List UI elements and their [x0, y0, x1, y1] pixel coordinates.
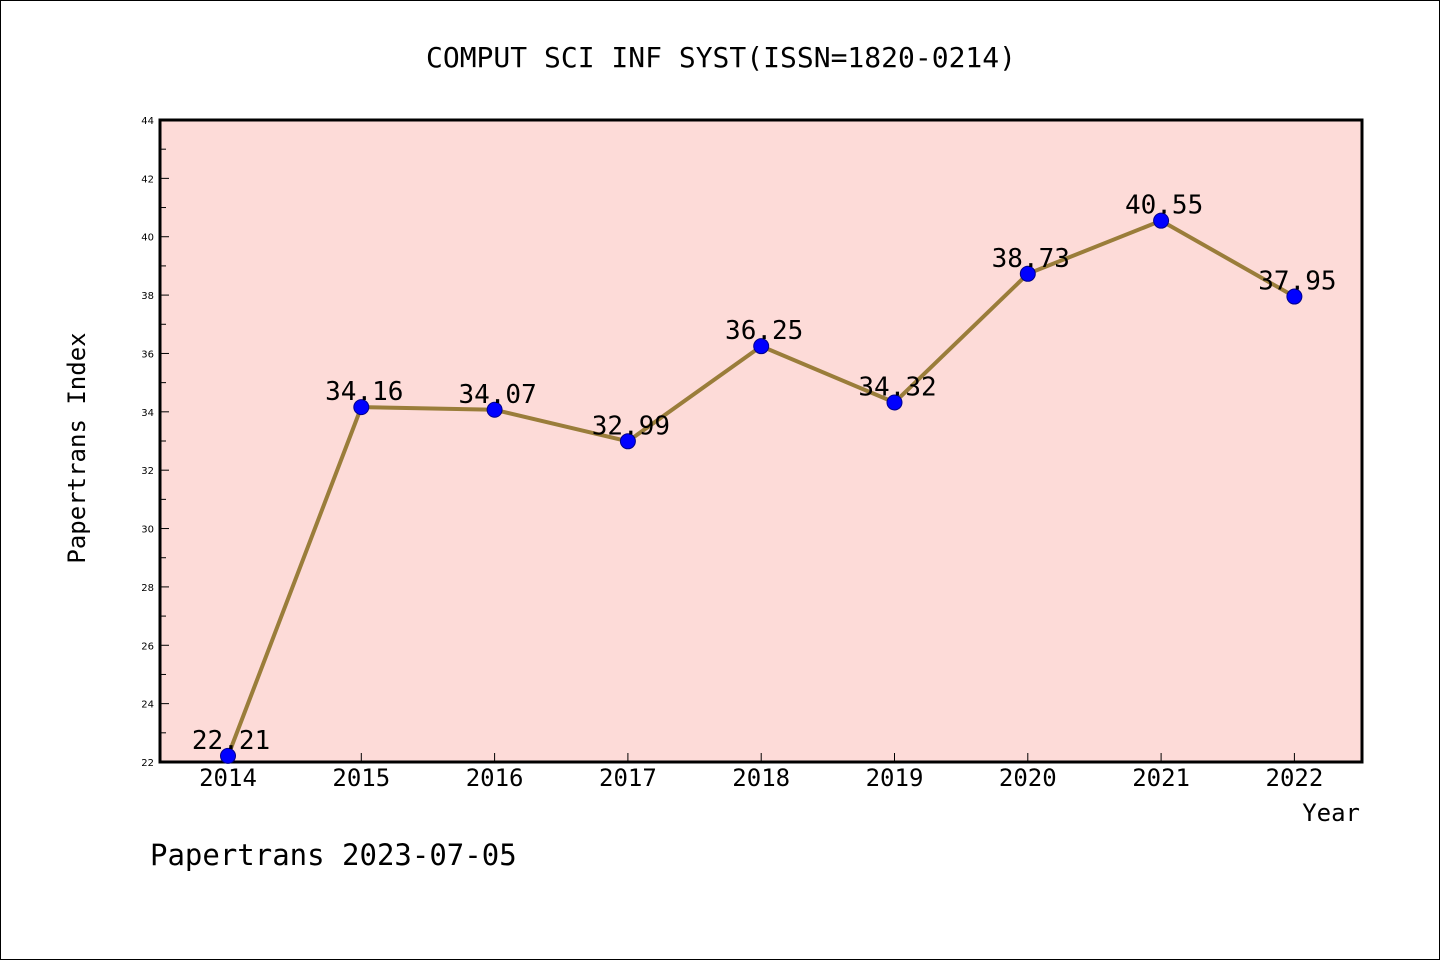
- data-label: 38.73: [992, 244, 1070, 274]
- data-label: 34.07: [458, 380, 536, 410]
- x-axis-label: Year: [1302, 799, 1360, 827]
- x-tick-label: 2019: [866, 764, 924, 792]
- data-point: [353, 399, 370, 416]
- y-tick-label: 30: [141, 525, 154, 536]
- data-point: [619, 433, 636, 450]
- x-tick-label: 2020: [999, 764, 1057, 792]
- data-label: 34.32: [858, 372, 936, 402]
- y-tick-label: 24: [141, 700, 154, 711]
- y-tick-label: 22: [141, 758, 154, 769]
- y-tick-label: 38: [141, 291, 154, 302]
- x-tick-label: 2014: [199, 764, 257, 792]
- footer-text: Papertrans 2023-07-05: [150, 838, 517, 872]
- data-point: [220, 747, 236, 764]
- x-tick-label: 2016: [466, 764, 524, 792]
- x-tick-label: 2017: [599, 764, 657, 792]
- data-point: [486, 401, 503, 418]
- y-tick-label: 42: [141, 174, 154, 185]
- data-label: 40.55: [1125, 191, 1203, 221]
- data-label: 22.21: [192, 726, 270, 756]
- x-tick-label: 2015: [332, 764, 390, 792]
- y-tick-label: 34: [141, 408, 154, 419]
- y-tick-label: 44: [141, 116, 154, 127]
- chart-title: COMPUT SCI INF SYST(ISSN=1820-0214): [426, 41, 1016, 74]
- data-point: [1019, 265, 1036, 282]
- data-label: 36.25: [725, 316, 803, 346]
- data-label: 34.16: [325, 377, 403, 407]
- y-tick-label: 36: [141, 349, 154, 360]
- x-tick-label: 2018: [732, 764, 790, 792]
- y-tick-label: 32: [141, 466, 154, 477]
- y-tick-label: 26: [141, 641, 154, 652]
- data-labels: 22.21 34.16 34.07 32.99 36.25 34.32 38.73 40.55…: [192, 191, 1337, 756]
- x-tick-label: 2022: [1266, 764, 1324, 792]
- data-label: 37.95: [1258, 267, 1336, 297]
- data-label: 32.99: [592, 411, 670, 441]
- y-axis-label: Papertrans Index: [63, 332, 91, 563]
- data-point: [886, 394, 903, 411]
- y-axis: 22 24 26 28 30 32 34 36 38 40 42 44: [141, 116, 169, 769]
- y-tick-label: 28: [141, 583, 154, 594]
- data-point: [1153, 212, 1170, 229]
- data-point: [753, 338, 770, 355]
- data-points: [220, 212, 1303, 764]
- y-tick-label: 40: [141, 233, 154, 244]
- x-tick-label: 2021: [1132, 764, 1190, 792]
- x-axis: 2014 2015 2016 2017 2018 2019 2020 2021 2022: [199, 753, 1323, 792]
- data-point: [1286, 288, 1303, 305]
